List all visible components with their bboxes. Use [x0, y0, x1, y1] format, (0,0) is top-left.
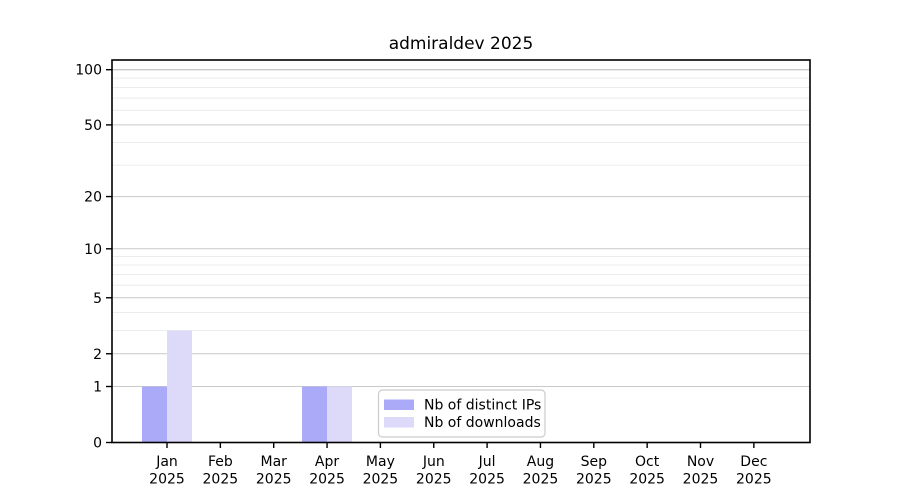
x-tick-label-year-nov: 2025 — [683, 472, 719, 488]
bar-nb-of-distinct-ips-apr — [302, 386, 328, 443]
x-tick-label-month-aug: Aug — [527, 454, 554, 470]
x-tick-label-year-jun: 2025 — [416, 472, 452, 488]
x-tick-label-month-sep: Sep — [581, 454, 608, 470]
y-tick-label-1: 1 — [93, 380, 102, 396]
plot-border — [111, 59, 811, 444]
x-tick-label-year-oct: 2025 — [629, 472, 665, 488]
x-tick-label-month-jan: Jan — [155, 454, 178, 470]
y-tick-label-100: 100 — [75, 63, 102, 79]
bar-nb-of-distinct-ips-jan — [142, 386, 167, 443]
bar-nb-of-downloads-jan — [167, 330, 192, 443]
legend-box — [377, 389, 546, 438]
x-tick-label-year-jan: 2025 — [149, 472, 185, 488]
x-tick-label-year-dec: 2025 — [736, 472, 772, 488]
x-tick-label-year-apr: 2025 — [309, 472, 345, 488]
x-tick-label-month-nov: Nov — [687, 454, 714, 470]
x-tick-label-year-feb: 2025 — [203, 472, 239, 488]
x-tick-label-month-jul: Jul — [478, 454, 496, 470]
legend-label-nb-of-distinct-ips: Nb of distinct IPs — [424, 398, 541, 414]
y-tick-label-50: 50 — [84, 118, 102, 134]
x-tick-label-month-apr: Apr — [315, 454, 339, 470]
x-tick-label-year-may: 2025 — [363, 472, 399, 488]
chart-title: admiraldev 2025 — [388, 34, 534, 54]
x-tick-label-month-may: May — [366, 454, 395, 470]
legend-swatch-nb-of-distinct-ips — [384, 399, 414, 410]
x-tick-label-year-jul: 2025 — [469, 472, 505, 488]
y-tick-label-0: 0 — [93, 436, 102, 452]
y-tick-label-20: 20 — [84, 190, 102, 206]
x-tick-label-year-sep: 2025 — [576, 472, 612, 488]
y-tick-label-2: 2 — [93, 347, 102, 363]
x-tick-label-month-oct: Oct — [635, 454, 660, 470]
y-tick-label-5: 5 — [93, 291, 102, 307]
legend-label-nb-of-downloads: Nb of downloads — [424, 415, 541, 431]
bar-nb-of-downloads-apr — [327, 386, 353, 443]
x-tick-label-month-dec: Dec — [740, 454, 767, 470]
legend-swatch-nb-of-downloads — [384, 417, 414, 428]
y-tick-label-10: 10 — [84, 242, 102, 258]
x-tick-label-year-mar: 2025 — [256, 472, 292, 488]
x-tick-label-month-feb: Feb — [208, 454, 233, 470]
x-tick-label-month-jun: Jun — [422, 454, 445, 470]
x-tick-label-year-aug: 2025 — [523, 472, 559, 488]
x-tick-label-month-mar: Mar — [260, 454, 287, 470]
